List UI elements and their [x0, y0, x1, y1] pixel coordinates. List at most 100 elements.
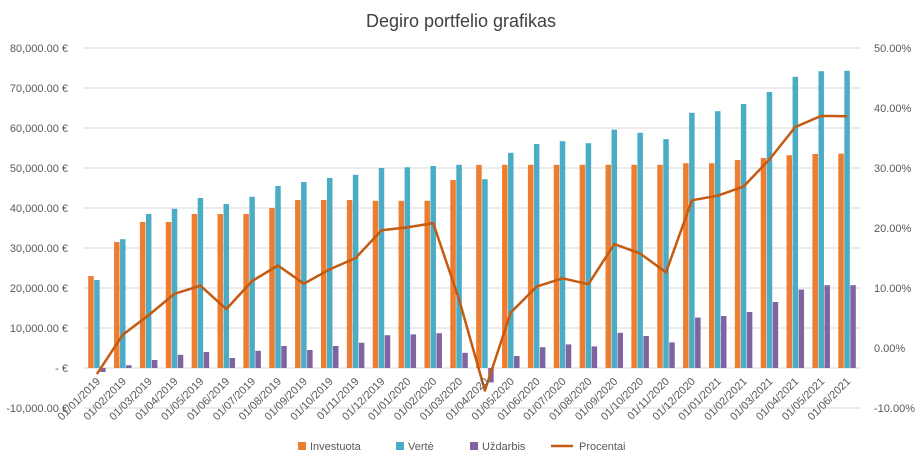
bar-vertė [456, 164, 462, 368]
bar-uždarbis [307, 350, 313, 368]
bar-vertė [611, 129, 618, 368]
legend-swatch-uždarbis [470, 442, 478, 450]
bar-investuota [243, 214, 249, 368]
bar-uždarbis [514, 356, 520, 368]
bar-investuota [502, 164, 508, 368]
bar-vertė [792, 76, 799, 369]
bar-investuota [708, 163, 715, 368]
bar-investuota [346, 200, 353, 368]
bar-investuota [450, 180, 456, 368]
bar-investuota [527, 164, 534, 368]
bar-vertė [689, 112, 695, 368]
bar-uždarbis [255, 350, 261, 368]
left-tick-label: 30,000.00 € [10, 243, 68, 255]
bar-vertė [844, 70, 850, 369]
bar-vertė [275, 186, 281, 368]
bar-vertė [533, 144, 540, 368]
legend-label-procentai: Procentai [579, 441, 625, 453]
bar-investuota [553, 164, 560, 368]
bar-investuota [579, 164, 586, 368]
bar-uždarbis [591, 346, 598, 368]
bar-investuota [165, 222, 172, 368]
bar-vertė [508, 152, 514, 368]
bar-vertė [818, 71, 824, 368]
bar-uždarbis [229, 358, 236, 368]
bar-investuota [88, 276, 94, 368]
bar-investuota [295, 200, 301, 368]
bar-investuota [139, 222, 146, 368]
left-tick-label: 10,000.00 € [10, 323, 68, 335]
bar-uždarbis [281, 346, 287, 368]
left-tick-label: 20,000.00 € [10, 283, 68, 295]
legend: Investuota Vertė Uždarbis Procentai [298, 441, 625, 453]
bar-uždarbis [643, 336, 649, 368]
bar-investuota [114, 242, 120, 368]
right-tick-label: 30.00% [874, 163, 912, 175]
bar-uždarbis [436, 333, 442, 368]
bar-uždarbis [539, 347, 546, 368]
bar-uždarbis [151, 360, 158, 368]
bar-uždarbis [332, 346, 339, 368]
left-tick-label: 80,000.00 € [10, 43, 68, 55]
legend-swatch-investuota [298, 442, 306, 450]
bar-uždarbis [772, 302, 779, 368]
line-series [95, 114, 848, 392]
bar-vertė [145, 214, 152, 368]
bar-investuota [372, 200, 379, 368]
bar-series [88, 70, 856, 383]
bar-vertė [637, 132, 643, 368]
bar-investuota [605, 164, 612, 368]
bar-vertė [559, 141, 566, 368]
bar-investuota [424, 200, 430, 368]
bar-uždarbis [565, 344, 572, 368]
right-tick-label: 20.00% [874, 223, 912, 235]
bar-vertė [171, 208, 178, 368]
right-tick-label: 40.00% [874, 103, 912, 115]
left-tick-label: -10,000.00 € [6, 403, 68, 415]
left-tick-label: 60,000.00 € [10, 123, 68, 135]
bar-vertė [378, 168, 385, 368]
bar-vertė [326, 178, 333, 368]
bar-vertė [766, 92, 773, 368]
right-tick-label: 0.00% [874, 343, 905, 355]
bar-uždarbis [126, 365, 132, 368]
right-tick-label: 10.00% [874, 283, 912, 295]
left-tick-label: 50,000.00 € [10, 163, 68, 175]
bar-uždarbis [720, 316, 727, 368]
right-axis-ticks: -10.00% 0.00% 10.00% 20.00% 30.00% 40.00% 50.0… [874, 43, 915, 415]
bar-uždarbis [410, 334, 417, 368]
bar-investuota [631, 164, 637, 368]
left-tick-label: 40,000.00 € [10, 203, 68, 215]
left-tick-label: - € [55, 363, 68, 375]
bar-investuota [683, 163, 689, 368]
legend-label-uždarbis: Uždarbis [482, 441, 526, 453]
bar-uždarbis [384, 335, 391, 368]
bar-investuota [838, 153, 844, 368]
bar-uždarbis [100, 368, 106, 372]
bar-vertė [94, 280, 100, 368]
bar-uždarbis [617, 332, 624, 368]
bar-uždarbis [695, 317, 701, 368]
bar-investuota [320, 200, 327, 368]
bar-vertė [740, 104, 747, 368]
bar-vertė [301, 182, 307, 368]
left-tick-label: 70,000.00 € [10, 83, 68, 95]
bar-vertė [663, 139, 669, 368]
bar-uždarbis [850, 285, 856, 368]
bar-investuota [734, 160, 741, 368]
legend-swatch-vertė [396, 442, 404, 450]
bar-vertė [430, 166, 436, 368]
bar-vertė [352, 174, 359, 368]
bar-vertė [197, 198, 204, 368]
bar-investuota [191, 214, 198, 368]
bar-vertė [404, 167, 411, 368]
bar-uždarbis [462, 352, 468, 368]
bar-vertė [482, 179, 488, 368]
chart-title: Degiro portfelio grafikas [366, 11, 556, 31]
bar-uždarbis [203, 352, 210, 368]
line-procentai [95, 114, 848, 392]
bar-vertė [585, 143, 592, 368]
bar-investuota [476, 164, 482, 368]
right-tick-label: 50.00% [874, 43, 912, 55]
